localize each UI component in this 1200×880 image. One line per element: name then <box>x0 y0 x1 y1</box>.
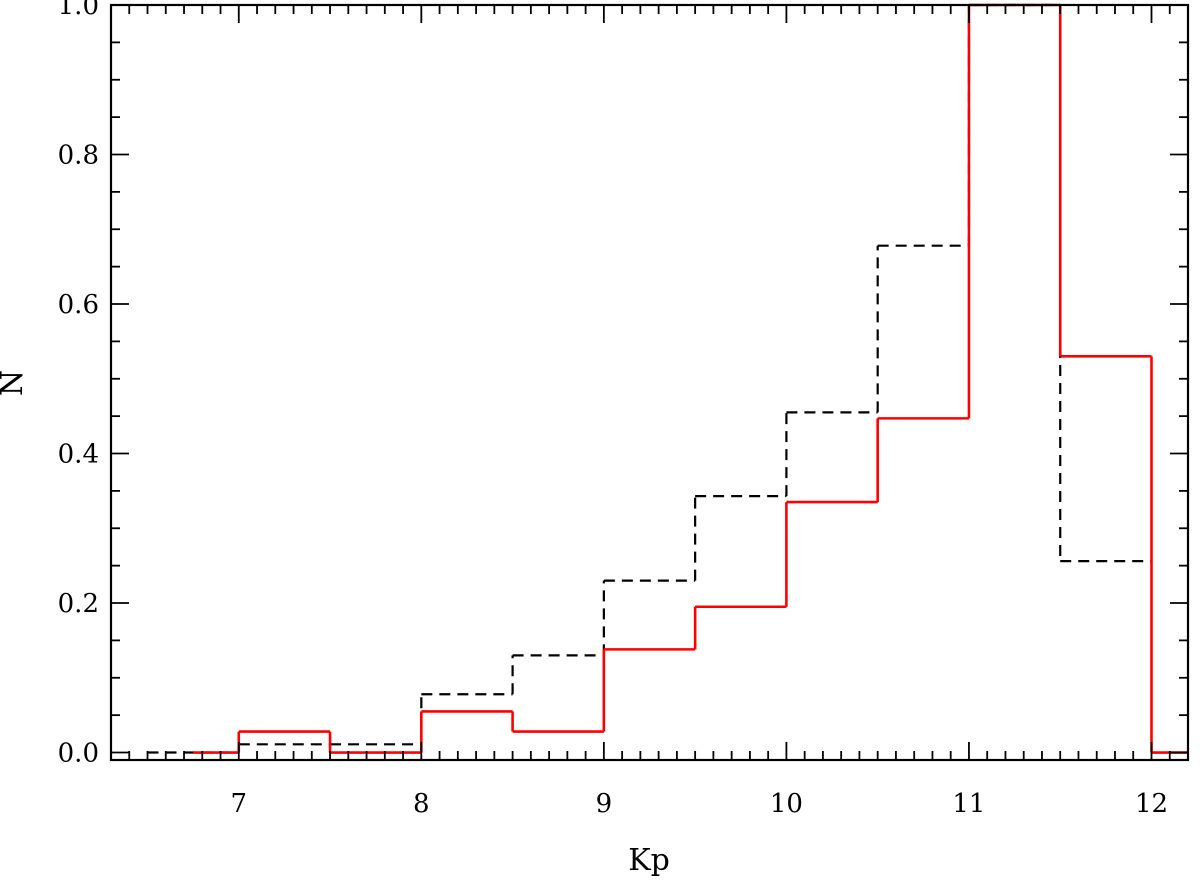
y-tick-label: 1.0 <box>58 0 99 21</box>
y-tick-label: 0.2 <box>58 589 99 619</box>
x-tick-label: 12 <box>1135 789 1168 819</box>
x-tick-label: 9 <box>596 789 613 819</box>
y-tick-label: 0.6 <box>58 290 99 320</box>
x-tick-label: 7 <box>231 789 248 819</box>
series-layer <box>147 3 1188 754</box>
series-solid <box>193 3 1188 754</box>
y-tick-label: 0.0 <box>58 739 99 769</box>
plot-frame <box>109 3 1190 762</box>
labels-layer: Kp N <box>0 370 670 878</box>
x-tick-label: 10 <box>770 789 803 819</box>
axes-layer: 7 8 9 10 11 12 0.0 0.2 0.4 0.6 0.8 1.0 <box>58 0 1190 819</box>
series-dashed <box>147 3 1152 754</box>
y-tick-label: 0.4 <box>58 440 99 470</box>
x-tick-label: 11 <box>952 789 985 819</box>
x-tick-label: 8 <box>413 789 430 819</box>
y-tick-label: 0.8 <box>58 141 99 171</box>
x-axis-label: Kp <box>628 843 670 878</box>
y-axis-label: N <box>0 370 30 396</box>
